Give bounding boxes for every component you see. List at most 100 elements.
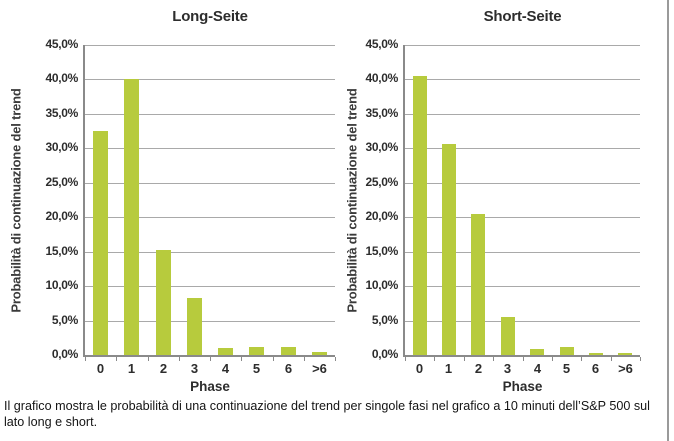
x-tick-label: 5 [562,361,571,376]
bar-phase-3 [501,317,515,355]
x-tick-label: 0 [415,361,424,376]
x-tick-mark [464,357,465,361]
gridline [405,286,640,287]
y-tick-label: 25,0% [365,175,398,189]
bar-phase-1 [442,144,456,355]
bar-phase-1 [124,79,139,355]
y-tick-label: 30,0% [45,140,78,154]
bar-phase-5 [560,347,574,355]
y-axis-line [403,45,405,357]
x-tick-mark [241,357,242,361]
y-tick-label: 25,0% [45,175,78,189]
x-tick-label: 4 [221,361,230,376]
x-tick-label: 3 [503,361,512,376]
x-axis-line [403,355,640,357]
y-tick-label: 35,0% [365,106,398,120]
bar-phase-4 [218,348,233,355]
bar-phase-gt6 [312,352,327,355]
x-tick-mark [434,357,435,361]
bar-phase-5 [249,347,264,355]
gridline [85,148,335,149]
x-tick-mark [85,357,86,361]
x-tick-mark [405,357,406,361]
gridline [85,45,335,46]
y-tick-label: 10,0% [365,278,398,292]
bar-phase-0 [413,76,427,355]
plot-area [85,45,335,355]
x-tick-label: 5 [252,361,261,376]
chart-title: Short-Seite [483,8,562,25]
bar-phase-2 [156,250,171,355]
y-tick-label: 0,0% [371,347,398,361]
x-tick-label: 1 [127,361,136,376]
gridline [85,321,335,322]
y-tick-label: 20,0% [365,209,398,223]
x-tick-mark [523,357,524,361]
x-tick-label: >6 [618,361,633,376]
gridline [405,217,640,218]
chart-title: Long-Seite [172,8,248,25]
y-tick-label: 10,0% [45,278,78,292]
y-axis-line [83,45,85,357]
x-tick-label: 2 [159,361,168,376]
gridline [405,114,640,115]
x-tick-label: 3 [190,361,199,376]
gridline [405,252,640,253]
x-tick-label: 4 [533,361,542,376]
column-border [667,0,669,441]
x-tick-mark [116,357,117,361]
y-tick-label: 35,0% [45,106,78,120]
bar-phase-0 [93,131,108,355]
gridline [405,148,640,149]
y-tick-label: 40,0% [45,71,78,85]
plot-area [405,45,640,355]
y-tick-label: 0,0% [51,347,78,361]
y-tick-label: 40,0% [365,71,398,85]
x-tick-mark [148,357,149,361]
y-tick-label: 45,0% [365,37,398,51]
x-tick-label: 0 [96,361,105,376]
x-tick-label: 6 [284,361,293,376]
bar-phase-6 [281,347,296,355]
x-tick-label: >6 [312,361,327,376]
gridline [405,321,640,322]
x-axis-label: Phase [502,379,543,394]
chart-long-seite: Long-Seite Probabilità di continuazione … [0,0,337,398]
bar-phase-gt6 [618,353,632,355]
gridline [85,286,335,287]
x-tick-label: 2 [474,361,483,376]
bar-phase-2 [471,214,485,355]
y-tick-label: 20,0% [45,209,78,223]
x-tick-label: 6 [591,361,600,376]
gridline [85,79,335,80]
x-tick-mark [273,357,274,361]
x-tick-mark [304,357,305,361]
y-axis-label: Probabilità di continuazione del trend [8,88,24,313]
x-tick-mark [640,357,641,361]
x-tick-mark [611,357,612,361]
figure-caption: Il grafico mostra le probabilità di una … [4,399,650,429]
gridline [85,217,335,218]
x-tick-mark [581,357,582,361]
x-tick-mark [552,357,553,361]
y-tick-label: 5,0% [371,313,398,327]
y-tick-label: 45,0% [45,37,78,51]
bar-phase-4 [530,349,544,355]
y-tick-label: 15,0% [365,244,398,258]
x-tick-mark [179,357,180,361]
x-tick-label: 1 [444,361,453,376]
gridline [85,114,335,115]
x-axis-line [83,355,335,357]
y-axis-label: Probabilità di continuazione del trend [344,88,360,313]
gridline [85,183,335,184]
bar-phase-3 [187,298,202,355]
bar-phase-6 [589,353,603,355]
gridline [405,45,640,46]
chart-short-seite: Short-Seite Probabilità di continuazione… [337,0,674,398]
gridline [405,79,640,80]
y-tick-label: 5,0% [51,313,78,327]
gridline [405,183,640,184]
y-tick-label: 15,0% [45,244,78,258]
x-tick-mark [493,357,494,361]
